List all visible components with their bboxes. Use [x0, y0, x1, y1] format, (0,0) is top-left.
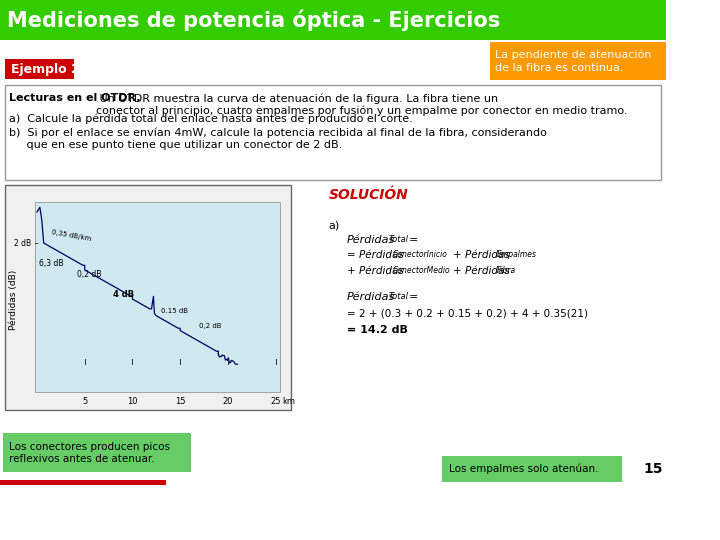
Text: Total: Total — [389, 292, 408, 301]
Text: Pérdidas: Pérdidas — [347, 235, 395, 245]
Text: 4 dB: 4 dB — [113, 291, 135, 299]
Text: SOLUCIÓN: SOLUCIÓN — [328, 188, 408, 202]
Text: 0,35 dB/km: 0,35 dB/km — [51, 229, 92, 242]
FancyBboxPatch shape — [4, 85, 661, 180]
Text: Pérdidas: Pérdidas — [347, 292, 395, 302]
Text: 25: 25 — [270, 397, 281, 406]
Text: 0.15 dB: 0.15 dB — [161, 308, 188, 314]
Text: =: = — [409, 235, 418, 245]
Text: km: km — [282, 397, 295, 406]
Text: 15: 15 — [643, 462, 662, 476]
Text: Pérdidas (dB): Pérdidas (dB) — [9, 270, 19, 330]
Text: ConectorMedio: ConectorMedio — [393, 266, 451, 275]
Text: = 2 + (0.3 + 0.2 + 0.15 + 0.2) + 4 + 0.35(21): = 2 + (0.3 + 0.2 + 0.15 + 0.2) + 4 + 0.3… — [347, 308, 588, 318]
Text: + Pérdidas: + Pérdidas — [453, 250, 510, 260]
Text: =: = — [409, 292, 418, 302]
Text: 6,3 dB: 6,3 dB — [39, 259, 63, 268]
Text: Ejemplo 2: Ejemplo 2 — [11, 63, 80, 76]
Text: Empalmes: Empalmes — [497, 250, 536, 259]
Text: 15: 15 — [175, 397, 186, 406]
Text: + Pérdidas: + Pérdidas — [453, 266, 510, 276]
Text: Mediciones de potencia óptica - Ejercicios: Mediciones de potencia óptica - Ejercici… — [7, 9, 500, 31]
Text: Los conectores producen picos
reflexivos antes de atenuar.: Los conectores producen picos reflexivos… — [9, 442, 170, 464]
Text: 0,2 dB: 0,2 dB — [199, 323, 222, 329]
Text: Un OTDR muestra la curva de atenuación de la figura. La fibra tiene un
conector : Un OTDR muestra la curva de atenuación d… — [96, 93, 628, 116]
Text: Total: Total — [389, 235, 408, 244]
Text: 2 dB: 2 dB — [14, 239, 32, 247]
FancyBboxPatch shape — [3, 433, 192, 472]
Text: = 14.2 dB: = 14.2 dB — [347, 325, 408, 335]
Text: a)  Calcule la pérdida total del enlace hasta antes de producido el corte.: a) Calcule la pérdida total del enlace h… — [9, 113, 413, 124]
FancyBboxPatch shape — [4, 59, 74, 79]
FancyBboxPatch shape — [4, 185, 292, 410]
Text: Fibra: Fibra — [497, 266, 516, 275]
Text: + Pérdidas: + Pérdidas — [347, 266, 404, 276]
FancyBboxPatch shape — [490, 42, 666, 80]
Text: La pendiente de atenuación
de la fibra es continua.: La pendiente de atenuación de la fibra e… — [495, 49, 652, 73]
Text: 0,2 dB: 0,2 dB — [77, 270, 102, 279]
Text: Los empalmes solo atenúan.: Los empalmes solo atenúan. — [449, 464, 598, 474]
FancyBboxPatch shape — [0, 480, 166, 485]
Text: = Pérdidas: = Pérdidas — [347, 250, 404, 260]
Text: a): a) — [328, 220, 340, 230]
FancyBboxPatch shape — [442, 456, 621, 482]
Text: Lecturas en el OTDR.: Lecturas en el OTDR. — [9, 93, 140, 103]
Text: 20: 20 — [222, 397, 233, 406]
Text: ConectorInicio: ConectorInicio — [393, 250, 448, 259]
Text: b)  Si por el enlace se envían 4mW, calcule la potencia recibida al final de la : b) Si por el enlace se envían 4mW, calcu… — [9, 128, 547, 150]
Text: 10: 10 — [127, 397, 138, 406]
FancyBboxPatch shape — [0, 0, 666, 40]
FancyBboxPatch shape — [35, 202, 280, 392]
Text: 5: 5 — [82, 397, 87, 406]
